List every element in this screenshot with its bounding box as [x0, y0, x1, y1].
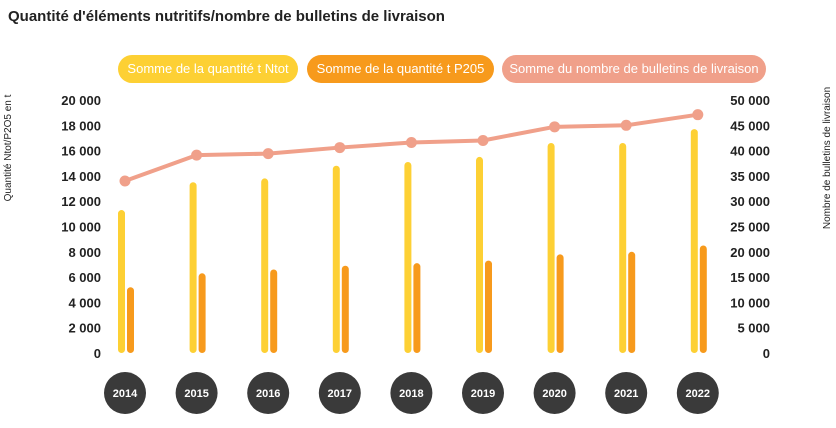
year-badge: [605, 372, 648, 414]
bar-p205: [413, 263, 421, 353]
bar-p205: [485, 260, 492, 353]
bar-p205: [699, 245, 707, 353]
point-bulletins: [549, 121, 561, 133]
point-bulletins: [119, 175, 131, 187]
y-tick-label: 6 000: [68, 270, 101, 285]
year-badge: [462, 372, 504, 414]
bar-ntot: [619, 143, 627, 353]
y-tick-label: 2 000: [68, 321, 101, 336]
bar-ntot: [261, 178, 269, 353]
year-badge: [318, 372, 361, 414]
x-tick-label: 2014: [113, 388, 138, 400]
x-tick-label: 2022: [686, 388, 710, 400]
year-badge: [247, 372, 290, 414]
point-bulletins: [262, 148, 274, 160]
y-tick-label: 8 000: [68, 245, 101, 260]
bar-ntot: [118, 210, 125, 353]
bar-ntot: [332, 165, 340, 353]
year-badge: [175, 372, 218, 414]
y2-tick-label: 20 000: [730, 245, 770, 260]
year-badge: [390, 372, 433, 414]
point-bulletins: [334, 142, 346, 154]
chart-title: Quantité d'éléments nutritifs/nombre de …: [8, 8, 445, 25]
x-tick-label: 2019: [471, 388, 495, 400]
bar-p205: [628, 251, 636, 353]
y-tick-label: 14 000: [61, 169, 101, 184]
year-badge: [676, 372, 719, 414]
y-axis-title: Quantité Ntot/P2O5 en t: [3, 94, 14, 201]
y2-tick-label: 50 000: [730, 93, 770, 108]
x-tick-label: 2018: [399, 388, 423, 400]
legend-item-bulletins: Somme du nombre de bulletins de livraiso…: [502, 55, 766, 83]
x-tick-label: 2015: [184, 388, 208, 400]
point-bulletins: [620, 119, 632, 131]
bar-ntot: [690, 129, 698, 353]
x-tick-label: 2016: [256, 388, 280, 400]
y2-tick-label: 15 000: [730, 270, 770, 285]
y2-tick-label: 30 000: [730, 194, 770, 209]
bar-ntot: [404, 161, 412, 353]
y2-tick-label: 35 000: [730, 169, 770, 184]
point-bulletins: [477, 134, 489, 146]
x-tick-label: 2021: [614, 388, 638, 400]
point-bulletins: [405, 137, 417, 149]
x-tick-label: 2020: [542, 388, 566, 400]
bar-p205: [198, 273, 206, 353]
y-tick-label: 10 000: [61, 220, 101, 235]
year-badge: [104, 372, 146, 414]
y2-tick-label: 45 000: [730, 118, 770, 133]
bar-p205: [270, 269, 278, 353]
y2-tick-label: 5 000: [737, 321, 770, 336]
y2-tick-label: 10 000: [730, 295, 770, 310]
x-tick-label: 2017: [328, 388, 352, 400]
bar-ntot: [189, 182, 197, 353]
y-tick-label: 16 000: [61, 144, 101, 159]
bar-p205: [556, 254, 564, 353]
year-badge: [533, 372, 576, 414]
bar-ntot: [476, 156, 483, 353]
y2-axis-title: Nombre de bulletins de livraison: [822, 87, 833, 229]
point-bulletins: [191, 149, 203, 161]
y-tick-label: 20 000: [61, 93, 101, 108]
y-tick-label: 12 000: [61, 194, 101, 209]
point-bulletins: [692, 109, 704, 121]
legend-item-ntot: Somme de la quantité t Ntot: [118, 55, 298, 83]
bar-p205: [127, 287, 134, 353]
y-tick-label: 4 000: [68, 295, 101, 310]
y-tick-label: 18 000: [61, 118, 101, 133]
bar-ntot: [547, 143, 555, 353]
bar-p205: [341, 265, 349, 353]
y2-tick-label: 0: [763, 346, 770, 361]
y-tick-label: 0: [94, 346, 101, 361]
legend-item-p205: Somme de la quantité t P205: [307, 55, 494, 83]
y2-tick-label: 25 000: [730, 220, 770, 235]
y2-tick-label: 40 000: [730, 144, 770, 159]
